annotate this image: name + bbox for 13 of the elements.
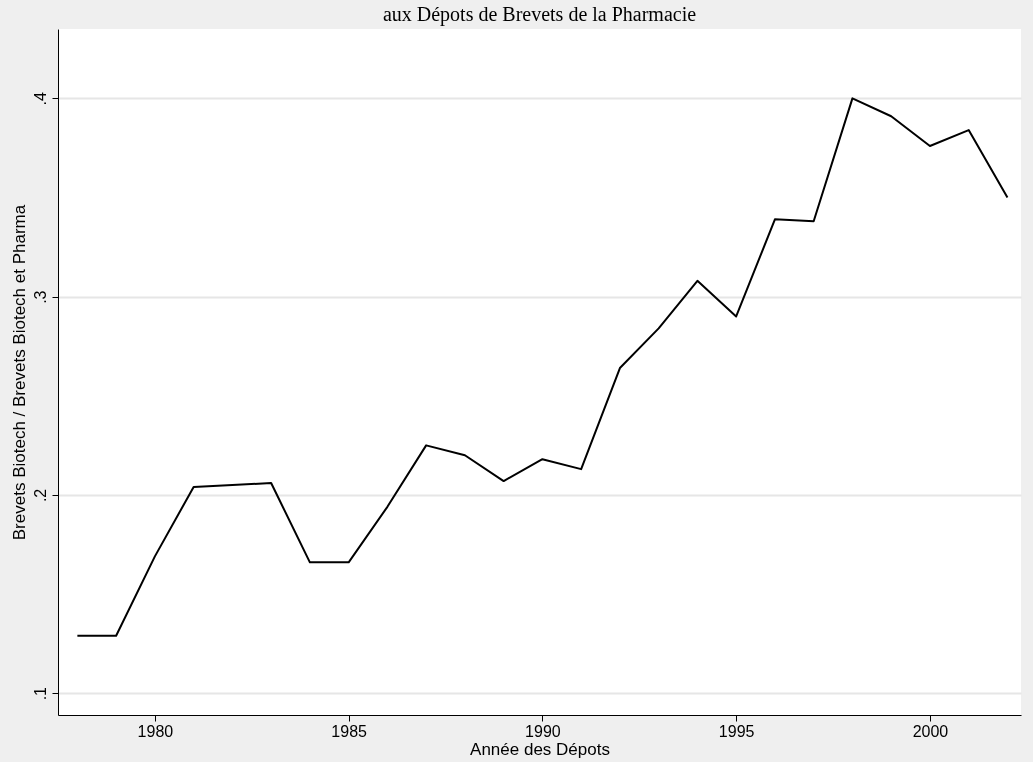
x-tick-label: 1990 xyxy=(525,722,561,740)
y-tick-label: .3 xyxy=(31,290,49,304)
chart-title: aux Dépots de Brevets de la Pharmacie xyxy=(382,3,697,26)
x-tick-label: 1985 xyxy=(331,722,368,740)
y-tick-label: .2 xyxy=(31,488,49,503)
x-tick-label: 2000 xyxy=(912,722,949,740)
y-axis-title: Brevets Biotech / Brevets Biotech et Pharma xyxy=(9,204,29,541)
x-tick-label: 1980 xyxy=(137,722,174,740)
line-series xyxy=(76,97,1009,637)
y-tick-label: .4 xyxy=(31,92,49,106)
x-tick-label: 1995 xyxy=(718,722,755,740)
y-tick-label: .1 xyxy=(31,686,49,701)
x-axis-title: Année des Dépots xyxy=(470,739,610,759)
